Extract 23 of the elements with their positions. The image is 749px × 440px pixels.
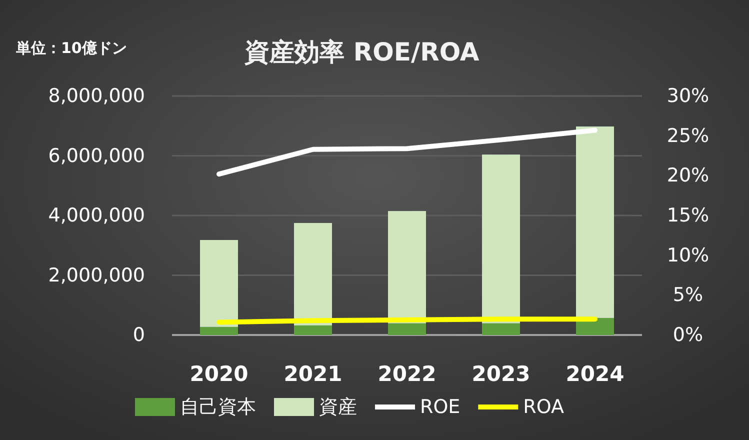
y2-tick-label: 20% bbox=[666, 164, 710, 187]
text: 単位：10億ドン bbox=[15, 39, 127, 57]
legend-label: 資産 bbox=[319, 396, 357, 418]
y-tick-label: 6,000,000 bbox=[48, 144, 145, 167]
y2-tick-label: 0% bbox=[672, 324, 704, 346]
y2-tick-label: 25% bbox=[666, 124, 710, 147]
legend-label: 自己資本 bbox=[180, 396, 256, 418]
x-tick-label: 2020 bbox=[190, 362, 248, 386]
x-tick-label: 2021 bbox=[284, 362, 342, 386]
chart-title: 資産効率 ROE/ROA bbox=[244, 38, 480, 66]
y-tick-label: 4,000,000 bbox=[48, 204, 145, 226]
y2-tick-label: 30% bbox=[666, 85, 710, 107]
y-tick-label: 0 bbox=[132, 324, 145, 346]
x-tick-label: 2023 bbox=[472, 362, 530, 386]
legend-label: ROA bbox=[523, 396, 564, 418]
y2-tick-label: 10% bbox=[666, 244, 710, 266]
y-tick-label: 8,000,000 bbox=[48, 85, 145, 107]
y2-tick-label: 15% bbox=[666, 204, 710, 226]
y2-tick-label: 5% bbox=[672, 284, 704, 306]
y-tick-label: 2,000,000 bbox=[48, 264, 145, 286]
x-tick-label: 2024 bbox=[566, 362, 624, 386]
legend-label: ROE bbox=[420, 396, 460, 418]
x-tick-label: 2022 bbox=[378, 362, 436, 386]
